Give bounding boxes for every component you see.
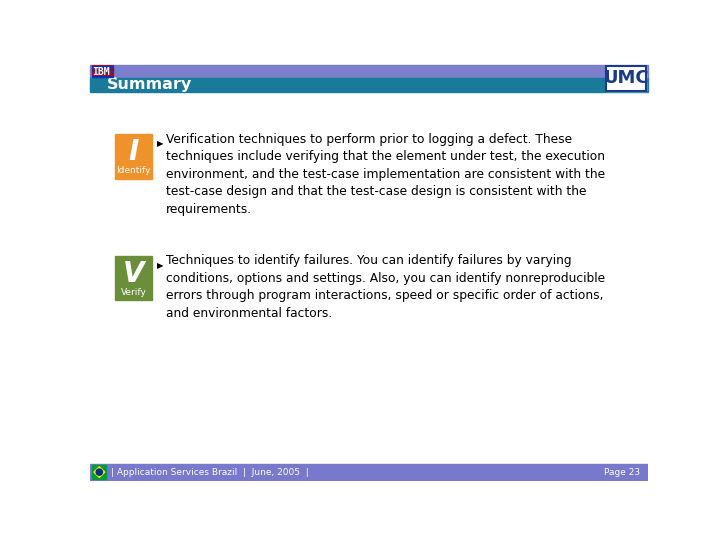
Bar xyxy=(606,65,647,91)
Text: ▶: ▶ xyxy=(157,139,163,148)
Text: Identify: Identify xyxy=(116,166,150,175)
Polygon shape xyxy=(94,467,104,477)
Bar xyxy=(92,465,107,479)
Text: ▶: ▶ xyxy=(157,261,163,270)
Bar xyxy=(91,65,113,66)
Bar xyxy=(606,65,647,91)
Bar xyxy=(91,71,113,72)
Text: IBM: IBM xyxy=(92,67,110,77)
Text: I: I xyxy=(128,138,138,166)
Text: V: V xyxy=(122,260,144,288)
Circle shape xyxy=(96,469,102,475)
Text: UMC: UMC xyxy=(603,69,649,87)
Bar xyxy=(90,78,648,92)
Text: Verify: Verify xyxy=(120,288,146,297)
Bar xyxy=(114,256,152,300)
Text: Summary: Summary xyxy=(107,77,192,92)
Text: Techniques to identify failures. You can identify failures by varying
conditions: Techniques to identify failures. You can… xyxy=(166,254,605,320)
Text: Verification techniques to perform prior to logging a defect. These
techniques i: Verification techniques to perform prior… xyxy=(166,132,605,215)
Bar xyxy=(91,66,113,68)
Text: | Application Services Brazil  |  June, 2005  |: | Application Services Brazil | June, 20… xyxy=(111,468,309,477)
Bar xyxy=(114,134,152,179)
Bar xyxy=(91,68,113,69)
Bar xyxy=(91,74,113,76)
Bar xyxy=(91,70,113,71)
Bar xyxy=(91,76,113,77)
Text: Page 23: Page 23 xyxy=(604,468,640,477)
Bar xyxy=(91,72,113,74)
Bar xyxy=(90,65,648,78)
Bar xyxy=(90,464,648,481)
